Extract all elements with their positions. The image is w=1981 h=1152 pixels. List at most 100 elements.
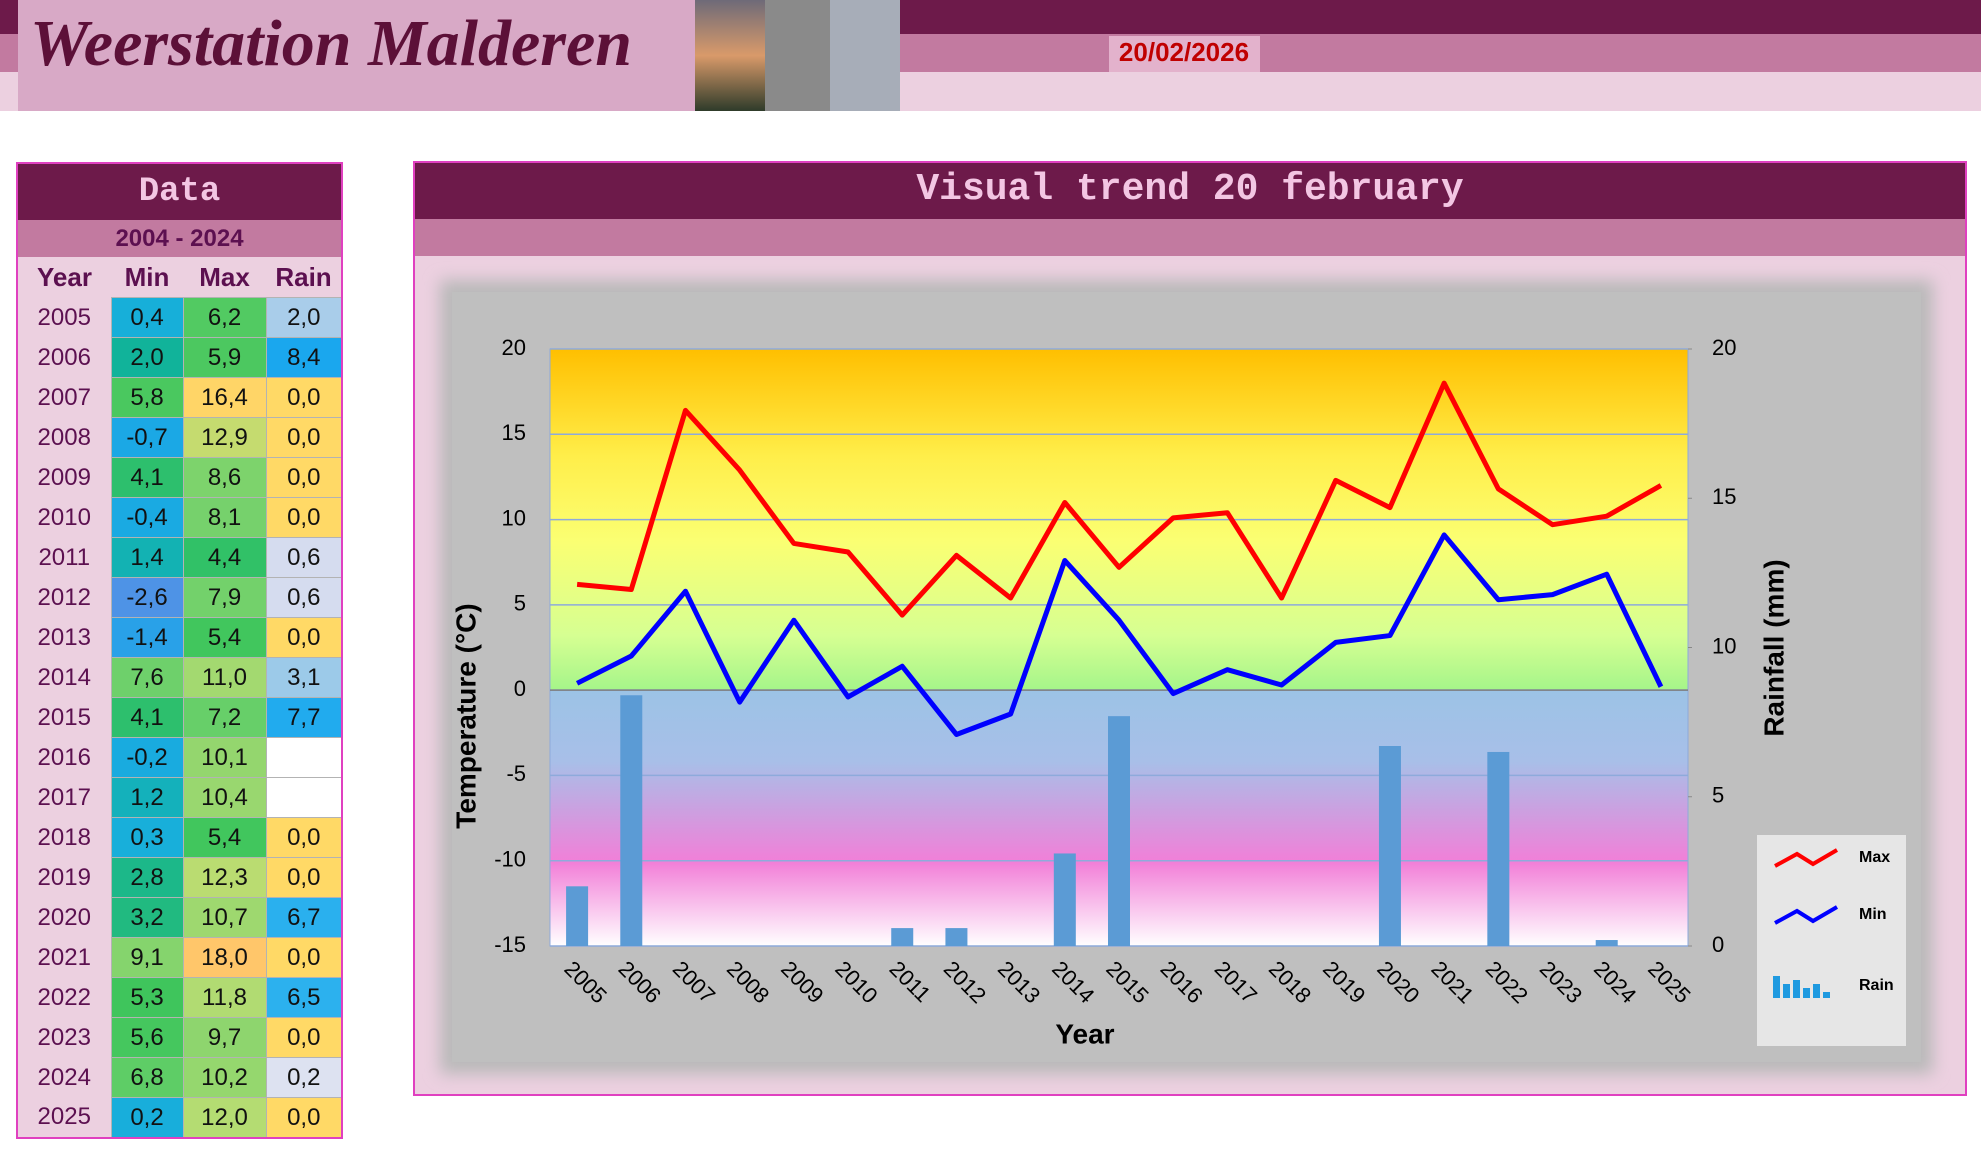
value-cell: 10,2 [182, 1057, 267, 1098]
value-cell: 1,4 [110, 537, 184, 578]
value-cell: 4,1 [110, 457, 184, 498]
year-cell: 2017 [17, 777, 111, 818]
y2-tick-label: 20 [1712, 335, 1736, 360]
y2-tick-label: 5 [1712, 783, 1724, 808]
value-cell: 0,0 [265, 377, 343, 418]
value-cell: 5,6 [110, 1017, 184, 1058]
value-cell: 7,6 [110, 657, 184, 698]
value-cell: 0,2 [265, 1057, 343, 1098]
rain-bar [566, 886, 589, 946]
value-cell: 9,7 [182, 1017, 267, 1058]
legend-icon [1823, 992, 1830, 998]
legend-label: Rain [1859, 977, 1894, 994]
table-row: 2016 -0,2 10,1 [17, 737, 343, 778]
year-cell: 2025 [17, 1097, 111, 1138]
series-line [575, 532, 1664, 737]
legend-icon [1803, 988, 1810, 998]
year-cell: 2006 [17, 337, 111, 378]
y-tick-label: 0 [514, 676, 526, 701]
value-cell: 8,4 [265, 337, 343, 378]
value-cell: 16,4 [182, 377, 267, 418]
value-cell: 5,4 [182, 617, 267, 658]
value-cell: 4,4 [182, 537, 267, 578]
value-cell: 7,2 [182, 697, 267, 738]
table-row: 2013 -1,4 5,4 0,0 [17, 617, 343, 658]
table-title: Data [17, 163, 342, 220]
table-row: 2009 4,1 8,6 0,0 [17, 457, 343, 498]
legend-icon [1774, 848, 1839, 868]
value-cell: 12,0 [182, 1097, 267, 1139]
year-cell: 2015 [17, 697, 111, 738]
series-line [576, 380, 1663, 618]
table-row: 2024 6,8 10,2 0,2 [17, 1057, 343, 1098]
y-tick-label: 20 [502, 335, 526, 360]
table-row: 2008 -0,7 12,9 0,0 [17, 417, 343, 458]
value-cell: 2,0 [265, 297, 343, 338]
rain-bar [891, 928, 914, 946]
value-cell: 3,2 [110, 897, 184, 938]
x-axis-label: Year [1055, 1018, 1114, 1049]
value-cell: 5,9 [182, 337, 267, 378]
year-cell: 2023 [17, 1017, 111, 1058]
y2-tick-label: 15 [1712, 484, 1736, 509]
value-cell: 0,0 [265, 617, 343, 658]
value-cell: 12,9 [182, 417, 267, 458]
y-tick-label: -15 [494, 932, 526, 957]
value-cell: 4,1 [110, 697, 184, 738]
value-cell: -0,2 [110, 737, 184, 778]
value-cell: 8,6 [182, 457, 267, 498]
data-table: Data 2004 - 2024 Year Min Max Rain 2005 0,4 6,… [16, 162, 343, 1139]
chart-title-bar [415, 163, 1965, 219]
photo [830, 0, 900, 111]
value-cell: 5,4 [182, 817, 267, 858]
table-row: 2021 9,1 18,0 0,0 [17, 937, 343, 978]
value-cell: 6,8 [110, 1057, 184, 1098]
table-row: 2014 7,6 11,0 3,1 [17, 657, 343, 698]
table-row: 2011 1,4 4,4 0,6 [17, 537, 343, 578]
value-cell: 0,6 [265, 537, 343, 578]
rain-bar [1108, 716, 1130, 946]
value-cell: 7,9 [182, 577, 267, 618]
year-cell: 2013 [17, 617, 111, 658]
value-cell: 0,0 [265, 457, 343, 498]
value-cell: 0,0 [265, 1097, 343, 1139]
chart-sub-bar [415, 219, 1965, 256]
legend-icon [1793, 980, 1800, 998]
rain-bar [1595, 940, 1618, 946]
year-cell: 2010 [17, 497, 111, 538]
table-period: 2004 - 2024 [17, 220, 342, 257]
column-header: Min [111, 257, 183, 298]
value-cell: 5,8 [110, 377, 184, 418]
year-cell: 2009 [17, 457, 111, 498]
rain-bar [1487, 751, 1510, 946]
legend-icon [1783, 984, 1790, 998]
y-tick-label: 15 [502, 420, 526, 445]
table-row: 2018 0,3 5,4 0,0 [17, 817, 343, 858]
year-cell: 2020 [17, 897, 111, 938]
y-tick-label: -5 [506, 761, 526, 786]
year-cell: 2008 [17, 417, 111, 458]
value-cell: 0,2 [110, 1097, 184, 1139]
table-row: 2022 5,3 11,8 6,5 [17, 977, 343, 1018]
column-header: Year [17, 257, 111, 298]
value-cell: -0,4 [110, 497, 184, 538]
table-row: 2019 2,8 12,3 0,0 [17, 857, 343, 898]
value-cell: 12,3 [182, 857, 267, 898]
y-tick-label: 5 [514, 591, 526, 616]
table-row: 2007 5,8 16,4 0,0 [17, 377, 343, 418]
table-row: 2017 1,2 10,4 [17, 777, 343, 818]
value-cell: 8,1 [182, 497, 267, 538]
y2-tick-label: 10 [1712, 633, 1736, 658]
value-cell: 0,0 [265, 1017, 343, 1058]
table-row: 2005 0,4 6,2 2,0 [17, 297, 343, 338]
table-title-row: Data [17, 163, 342, 220]
year-cell: 2011 [17, 537, 111, 578]
legend-label: Max [1859, 849, 1890, 866]
value-cell: 0,4 [110, 297, 184, 338]
value-cell: 7,7 [265, 697, 343, 738]
year-cell: 2021 [17, 937, 111, 978]
value-cell: 11,8 [182, 977, 267, 1018]
value-cell: -1,4 [110, 617, 184, 658]
